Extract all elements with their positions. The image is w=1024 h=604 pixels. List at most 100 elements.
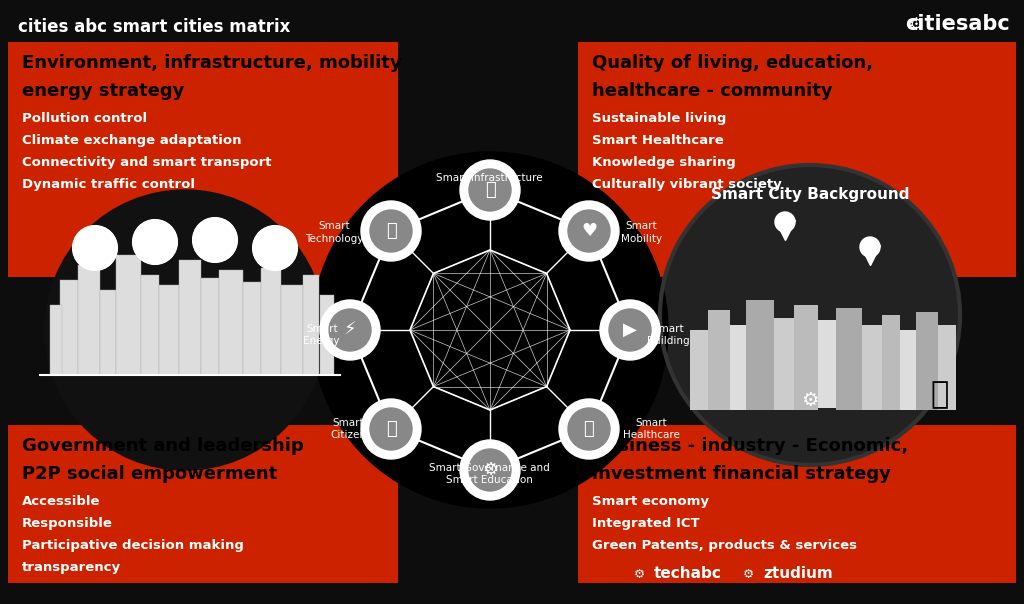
FancyBboxPatch shape	[578, 425, 1016, 583]
FancyBboxPatch shape	[578, 42, 1016, 277]
FancyBboxPatch shape	[60, 280, 78, 375]
FancyBboxPatch shape	[201, 278, 219, 375]
Text: Smart Healthcare: Smart Healthcare	[592, 134, 724, 147]
FancyBboxPatch shape	[8, 425, 398, 583]
Circle shape	[319, 300, 380, 360]
Text: Government and leadership: Government and leadership	[22, 437, 304, 455]
FancyBboxPatch shape	[116, 255, 141, 375]
Text: ⚙: ⚙	[801, 391, 819, 410]
FancyBboxPatch shape	[261, 268, 281, 375]
Text: Smart
Mobility: Smart Mobility	[621, 221, 662, 244]
Text: Smart
Citizen: Smart Citizen	[331, 417, 367, 440]
Text: ⚙: ⚙	[908, 16, 923, 34]
Text: Smart
Building: Smart Building	[647, 324, 690, 347]
Text: ⚙: ⚙	[482, 461, 498, 479]
Text: Smart City Background: Smart City Background	[711, 187, 909, 202]
FancyBboxPatch shape	[836, 308, 862, 410]
Text: Culturally vibrant society: Culturally vibrant society	[592, 178, 781, 191]
Text: Smart
Technology: Smart Technology	[305, 221, 364, 244]
Text: Participative decision making: Participative decision making	[22, 539, 244, 552]
FancyBboxPatch shape	[938, 325, 956, 410]
Text: @dinisguarda: @dinisguarda	[853, 565, 980, 583]
Text: citiesabc: citiesabc	[905, 14, 1010, 34]
Text: healthcare - community: healthcare - community	[592, 82, 833, 100]
FancyBboxPatch shape	[159, 285, 179, 375]
Circle shape	[609, 309, 651, 351]
FancyBboxPatch shape	[818, 320, 836, 408]
FancyBboxPatch shape	[916, 312, 938, 410]
FancyBboxPatch shape	[708, 310, 730, 410]
Text: ztudium: ztudium	[763, 567, 833, 582]
Circle shape	[73, 226, 117, 270]
FancyBboxPatch shape	[690, 330, 708, 410]
Circle shape	[860, 237, 880, 257]
Text: Responsible: Responsible	[22, 517, 113, 530]
FancyBboxPatch shape	[50, 305, 62, 375]
Text: Accessible: Accessible	[22, 495, 100, 508]
Text: Climate exchange adaptation: Climate exchange adaptation	[22, 134, 242, 147]
Text: Smart
Energy: Smart Energy	[303, 324, 340, 347]
Text: energy strategy: energy strategy	[22, 82, 184, 100]
FancyBboxPatch shape	[862, 325, 882, 410]
Circle shape	[469, 169, 511, 211]
FancyBboxPatch shape	[243, 282, 261, 375]
Text: cities abc smart cities matrix: cities abc smart cities matrix	[18, 18, 291, 36]
Circle shape	[568, 210, 610, 252]
FancyBboxPatch shape	[746, 300, 774, 410]
Text: Smart Governance and
Smart Education: Smart Governance and Smart Education	[429, 463, 550, 486]
Circle shape	[193, 218, 237, 262]
Circle shape	[312, 152, 668, 508]
FancyBboxPatch shape	[100, 290, 116, 375]
Circle shape	[460, 440, 520, 500]
Circle shape	[660, 165, 961, 465]
Circle shape	[370, 210, 412, 252]
FancyBboxPatch shape	[730, 325, 746, 410]
Circle shape	[253, 226, 297, 270]
Text: Integrated ICT: Integrated ICT	[592, 517, 699, 530]
Text: investment financial strategy: investment financial strategy	[592, 465, 891, 483]
FancyBboxPatch shape	[900, 330, 916, 410]
Text: ⚙: ⚙	[634, 568, 645, 580]
Circle shape	[559, 399, 618, 459]
Text: 🔍: 🔍	[931, 381, 949, 410]
Text: Smart economy: Smart economy	[592, 495, 709, 508]
Text: techabc: techabc	[653, 567, 721, 582]
Text: 🚲: 🚲	[386, 222, 396, 240]
Text: Dynamic traffic control: Dynamic traffic control	[22, 178, 195, 191]
Text: Connectivity and smart transport: Connectivity and smart transport	[22, 156, 271, 169]
FancyBboxPatch shape	[78, 265, 100, 375]
Text: Quality of living, education,: Quality of living, education,	[592, 54, 873, 72]
Text: Pollution control: Pollution control	[22, 112, 147, 125]
Circle shape	[559, 201, 618, 261]
Circle shape	[361, 399, 421, 459]
FancyBboxPatch shape	[794, 305, 818, 410]
Text: 📡: 📡	[386, 420, 396, 438]
FancyBboxPatch shape	[303, 275, 319, 375]
Circle shape	[370, 408, 412, 450]
FancyBboxPatch shape	[219, 270, 243, 375]
Text: Smart Infrastructure: Smart Infrastructure	[436, 173, 543, 183]
Text: Environment, infrastructure, mobility: Environment, infrastructure, mobility	[22, 54, 401, 72]
FancyBboxPatch shape	[179, 260, 201, 375]
Text: 🚗: 🚗	[584, 420, 594, 438]
Text: ▶: ▶	[623, 321, 637, 339]
FancyBboxPatch shape	[141, 275, 159, 375]
FancyBboxPatch shape	[882, 315, 900, 410]
Text: Business - industry - Economic,: Business - industry - Economic,	[592, 437, 908, 455]
Text: 🏛: 🏛	[484, 181, 496, 199]
Text: ♥: ♥	[581, 222, 597, 240]
FancyBboxPatch shape	[8, 42, 398, 277]
Circle shape	[568, 408, 610, 450]
Text: transparency: transparency	[22, 561, 121, 574]
Circle shape	[600, 300, 660, 360]
Circle shape	[361, 201, 421, 261]
Circle shape	[775, 212, 795, 232]
Text: ⚡: ⚡	[344, 321, 356, 339]
Circle shape	[329, 309, 371, 351]
Text: Sustainable living: Sustainable living	[592, 112, 726, 125]
Text: ⚙: ⚙	[743, 568, 755, 580]
FancyBboxPatch shape	[281, 285, 303, 375]
Text: P2P social empowerment: P2P social empowerment	[22, 465, 278, 483]
Circle shape	[45, 190, 325, 470]
Text: Knowledge sharing: Knowledge sharing	[592, 156, 736, 169]
